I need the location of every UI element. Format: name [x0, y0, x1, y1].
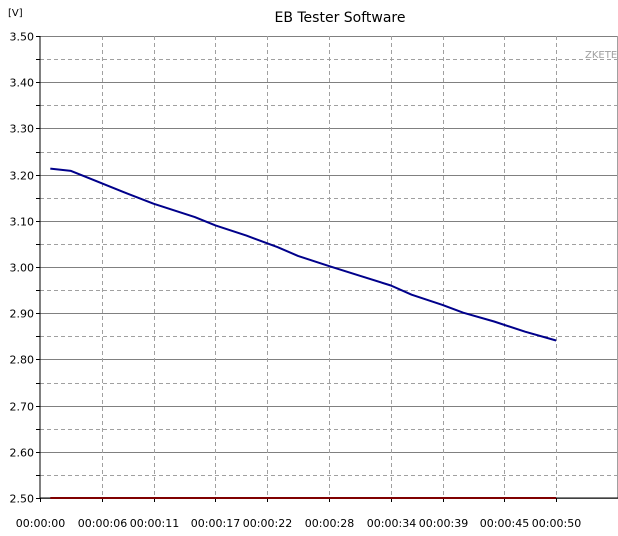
grid-lines — [40, 36, 618, 499]
y-axis-unit-label: [V] — [8, 8, 23, 19]
x-tick-label: 00:00:50 — [532, 517, 581, 530]
x-tick-label: 00:00:22 — [243, 517, 292, 530]
y-tick-label: 3.30 — [10, 123, 35, 136]
watermark-label: ZKETE — [585, 50, 617, 61]
y-tick-label: 2.90 — [10, 308, 35, 321]
x-axis-ticks: 00:00:00 00:00:06 00:00:11 00:00:17 00:00:22… — [16, 498, 581, 530]
x-tick-label: 00:00:28 — [305, 517, 354, 530]
chart-title: EB Tester Software — [274, 10, 405, 26]
y-tick-label: 3.00 — [10, 262, 35, 275]
y-tick-label: 2.80 — [10, 354, 35, 367]
y-axis-ticks: 3.50 3.40 3.30 3.20 3.10 3.00 2.90 2.80 2.70 2.60… — [10, 31, 40, 506]
y-tick-label: 3.20 — [10, 170, 35, 183]
x-tick-label: 00:00:06 — [78, 517, 127, 530]
y-tick-label: 3.40 — [10, 77, 35, 90]
x-tick-label: 00:00:00 — [16, 517, 65, 530]
x-tick-label: 00:00:11 — [130, 517, 179, 530]
y-tick-label: 3.10 — [10, 216, 35, 229]
y-tick-label: 2.50 — [10, 493, 35, 506]
voltage-series-line — [50, 167, 557, 342]
x-tick-label: 00:00:45 — [480, 517, 529, 530]
y-tick-label: 3.50 — [10, 31, 35, 44]
x-tick-label: 00:00:34 — [367, 517, 416, 530]
y-tick-label: 2.70 — [10, 401, 35, 414]
x-tick-label: 00:00:17 — [191, 517, 240, 530]
y-tick-label: 2.60 — [10, 447, 35, 460]
x-tick-label: 00:00:39 — [419, 517, 468, 530]
